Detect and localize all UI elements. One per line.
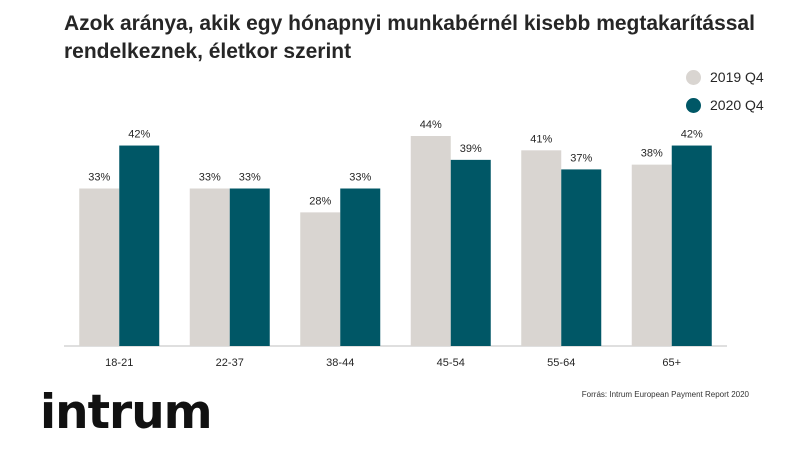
bar-2020-q4-38-44 bbox=[340, 188, 381, 346]
x-tick-label: 18-21 bbox=[105, 357, 133, 369]
legend-label-2020: 2020 Q4 bbox=[710, 97, 764, 113]
data-label: 33% bbox=[199, 172, 221, 184]
data-label: 44% bbox=[420, 119, 442, 131]
data-label: 28% bbox=[309, 195, 331, 207]
chart-title: Azok aránya, akik egy hónapnyi munkabérn… bbox=[64, 12, 755, 63]
x-tick-label: 55-64 bbox=[547, 357, 575, 369]
data-label: 39% bbox=[460, 143, 482, 155]
data-label: 42% bbox=[128, 129, 150, 141]
bar-2019-q4-18-21 bbox=[79, 188, 120, 346]
data-label: 37% bbox=[570, 152, 592, 164]
bar-2020-q4-55-64 bbox=[561, 169, 602, 346]
bar-2020-q4-18-21 bbox=[119, 145, 160, 346]
bar-2020-q4-22-37 bbox=[229, 188, 270, 346]
x-tick-label: 45-54 bbox=[437, 357, 465, 369]
legend: 2019 Q4 2020 Q4 bbox=[686, 66, 764, 122]
data-label: 38% bbox=[641, 148, 663, 160]
bar-2019-q4-45-54 bbox=[410, 136, 451, 346]
data-label: 41% bbox=[530, 133, 552, 145]
bar-2020-q4-65+ bbox=[671, 145, 712, 346]
data-label: 33% bbox=[239, 172, 261, 184]
legend-item-2020: 2020 Q4 bbox=[686, 94, 764, 116]
bar-2020-q4-45-54 bbox=[450, 159, 491, 346]
x-tick-label: 22-37 bbox=[216, 357, 244, 369]
legend-label-2019: 2019 Q4 bbox=[710, 69, 764, 85]
bar-2019-q4-65+ bbox=[631, 164, 672, 346]
x-tick-label: 38-44 bbox=[326, 357, 354, 369]
bar-2019-q4-38-44 bbox=[300, 212, 341, 346]
legend-swatch-2020 bbox=[686, 97, 701, 113]
data-label: 33% bbox=[349, 172, 371, 184]
legend-swatch-2019 bbox=[686, 69, 701, 85]
bar-2019-q4-55-64 bbox=[521, 150, 562, 346]
bar-2019-q4-22-37 bbox=[189, 188, 230, 346]
x-tick-label: 65+ bbox=[662, 357, 681, 369]
source-note: Forrás: Intrum European Payment Report 2… bbox=[581, 390, 749, 399]
intrum-logo: intrum bbox=[40, 385, 213, 440]
data-label: 42% bbox=[681, 129, 703, 141]
legend-item-2019: 2019 Q4 bbox=[686, 66, 764, 88]
data-label: 33% bbox=[88, 172, 110, 184]
